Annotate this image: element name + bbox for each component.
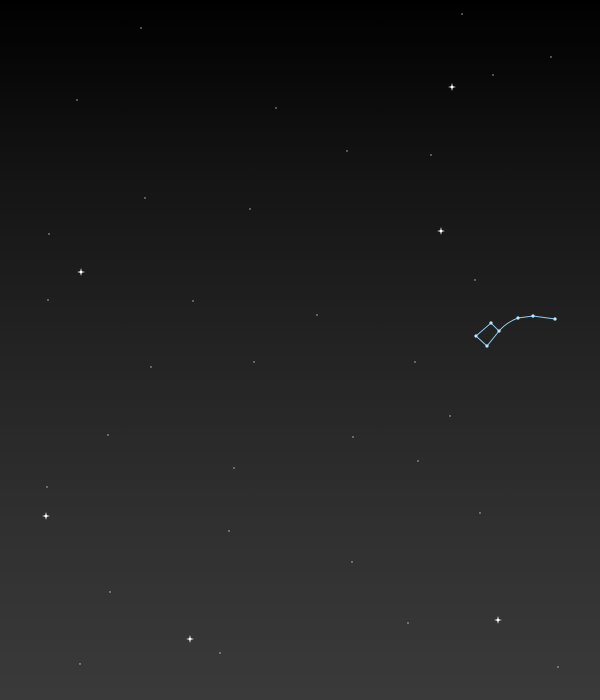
faint-star bbox=[219, 652, 221, 654]
constellation-star bbox=[531, 314, 535, 318]
constellation-line bbox=[498, 315, 556, 332]
faint-stars-layer bbox=[46, 13, 559, 668]
constellation-star bbox=[516, 316, 520, 320]
faint-star bbox=[47, 299, 49, 301]
constellation-star bbox=[489, 321, 493, 325]
constellation-star bbox=[485, 344, 489, 348]
faint-star bbox=[461, 13, 463, 15]
faint-star bbox=[79, 663, 81, 665]
faint-star bbox=[253, 361, 255, 363]
faint-star bbox=[46, 486, 48, 488]
faint-star bbox=[417, 460, 419, 462]
faint-star bbox=[109, 591, 111, 593]
faint-star bbox=[352, 436, 354, 438]
bright-stars-layer bbox=[42, 83, 502, 643]
bright-star bbox=[448, 83, 456, 91]
faint-star bbox=[144, 197, 146, 199]
faint-star bbox=[107, 434, 109, 436]
faint-star bbox=[249, 208, 251, 210]
faint-star bbox=[550, 56, 552, 58]
constellation-star bbox=[497, 329, 501, 333]
faint-star bbox=[150, 366, 152, 368]
faint-star bbox=[228, 530, 230, 532]
bright-star bbox=[77, 268, 85, 276]
bright-star bbox=[437, 227, 445, 235]
faint-star bbox=[430, 154, 432, 156]
bright-star bbox=[186, 635, 194, 643]
faint-star bbox=[192, 300, 194, 302]
constellation-layer bbox=[474, 314, 557, 348]
faint-star bbox=[449, 415, 451, 417]
faint-star bbox=[76, 99, 78, 101]
faint-star bbox=[275, 107, 277, 109]
faint-star bbox=[346, 150, 348, 152]
faint-star bbox=[414, 361, 416, 363]
faint-star bbox=[479, 512, 481, 514]
faint-star bbox=[351, 561, 353, 563]
bright-star bbox=[42, 512, 50, 520]
constellation-line bbox=[475, 322, 500, 347]
constellation-star bbox=[474, 334, 478, 338]
faint-star bbox=[474, 279, 476, 281]
faint-star bbox=[233, 467, 235, 469]
constellation-star bbox=[553, 317, 557, 321]
faint-star bbox=[492, 74, 494, 76]
faint-star bbox=[407, 622, 409, 624]
faint-star bbox=[557, 666, 559, 668]
faint-star bbox=[48, 233, 50, 235]
faint-star bbox=[316, 314, 318, 316]
faint-star bbox=[140, 27, 142, 29]
bright-star bbox=[494, 616, 502, 624]
